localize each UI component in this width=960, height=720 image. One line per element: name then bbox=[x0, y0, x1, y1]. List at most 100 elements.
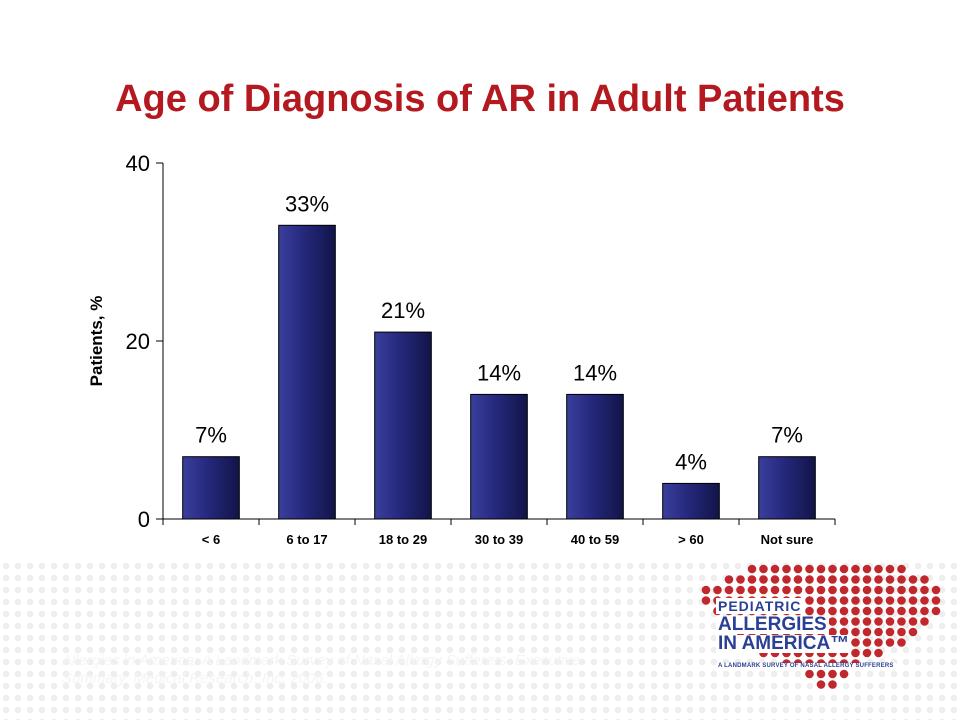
logo-dot-91 bbox=[908, 606, 918, 616]
bar-1 bbox=[278, 224, 336, 520]
bar-2 bbox=[374, 331, 432, 520]
logo-dot-33 bbox=[713, 585, 722, 595]
logo-dot-63 bbox=[816, 596, 826, 605]
logo-dot-26 bbox=[862, 575, 872, 584]
logo-dot-85 bbox=[839, 606, 849, 616]
logo-dot-126 bbox=[897, 627, 906, 637]
logo-dot-11 bbox=[874, 564, 883, 574]
logo-dot-108 bbox=[885, 617, 895, 626]
logo-dot-9 bbox=[851, 564, 860, 574]
x-tick-label-5: > 60 bbox=[678, 532, 704, 547]
x-tick-label-3: 30 to 39 bbox=[475, 532, 523, 547]
y-axis-label: Patients, % bbox=[87, 296, 106, 387]
x-tick-label-6: Not sure bbox=[761, 532, 814, 547]
logo-dot-121 bbox=[839, 627, 849, 637]
logo-dot-137 bbox=[851, 638, 860, 647]
logo-dot-70 bbox=[897, 596, 906, 605]
logo-dot-72 bbox=[920, 596, 929, 605]
logo-dot-152 bbox=[874, 648, 883, 658]
logo-dot-16 bbox=[747, 575, 757, 584]
logo-dot-13 bbox=[897, 564, 906, 574]
bar-6 bbox=[758, 456, 816, 520]
logo-dot-50 bbox=[908, 585, 918, 595]
slide-title: Age of Diagnosis of AR in Adult Patients bbox=[115, 78, 845, 120]
logo-dot-164 bbox=[816, 680, 826, 689]
logo-dot-51 bbox=[920, 585, 929, 595]
logo-dot-105 bbox=[851, 617, 860, 626]
logo-dot-14 bbox=[724, 575, 734, 584]
y-tick-label-2: 40 bbox=[126, 151, 150, 176]
logo-dot-103 bbox=[828, 617, 837, 626]
logo-dot-28 bbox=[885, 575, 895, 584]
data-label-5: 4% bbox=[675, 449, 707, 474]
logo-dot-151 bbox=[862, 648, 872, 658]
logo-dot-43 bbox=[828, 585, 837, 595]
logo-dot-20 bbox=[793, 575, 803, 584]
logo-dot-92 bbox=[920, 606, 929, 616]
data-label-6: 7% bbox=[771, 423, 803, 448]
logo-dot-109 bbox=[897, 617, 906, 626]
logo-dot-165 bbox=[828, 680, 837, 689]
logo-dot-21 bbox=[805, 575, 814, 584]
logo-dot-88 bbox=[874, 606, 883, 616]
logo-dot-34 bbox=[724, 585, 734, 595]
logo-dot-53 bbox=[701, 596, 711, 605]
logo-dot-35 bbox=[736, 585, 745, 595]
logo-dot-138 bbox=[862, 638, 872, 647]
logo-dot-163 bbox=[839, 669, 849, 679]
logo-dot-17 bbox=[759, 575, 768, 584]
logo-dot-47 bbox=[874, 585, 883, 595]
logo-dot-110 bbox=[908, 617, 918, 626]
logo-dot-39 bbox=[782, 585, 791, 595]
logo-dot-45 bbox=[851, 585, 860, 595]
logo-dot-141 bbox=[897, 638, 906, 647]
logo-dot-25 bbox=[851, 575, 860, 584]
bar-4 bbox=[566, 393, 624, 520]
logo-dot-93 bbox=[931, 606, 941, 616]
data-label-2: 21% bbox=[381, 298, 425, 323]
logo-dot-65 bbox=[839, 596, 849, 605]
logo-dot-37 bbox=[759, 585, 768, 595]
logo-dot-15 bbox=[736, 575, 745, 584]
logo-dot-52 bbox=[931, 585, 941, 595]
data-label-4: 14% bbox=[573, 360, 617, 385]
x-tick-label-0: < 6 bbox=[202, 532, 220, 547]
logo-dot-10 bbox=[862, 564, 872, 574]
logo-dot-73 bbox=[931, 596, 941, 605]
logo-dot-7 bbox=[828, 564, 837, 574]
source-footnote-line2: Summary. Medical Research. Inc. 2006. bbox=[62, 670, 328, 687]
logo-line-in-america: IN AMERICA™ bbox=[716, 633, 852, 654]
pediatric-allergies-logo: PEDIATRIC ALLERGIES IN AMERICA™ A LANDMA… bbox=[716, 598, 896, 672]
logo-dot-127 bbox=[908, 627, 918, 637]
logo-dot-106 bbox=[862, 617, 872, 626]
logo-dot-1 bbox=[759, 564, 768, 574]
logo-dot-125 bbox=[885, 627, 895, 637]
logo-dot-90 bbox=[897, 606, 906, 616]
logo-dot-140 bbox=[885, 638, 895, 647]
logo-dot-12 bbox=[885, 564, 895, 574]
logo-dot-104 bbox=[839, 617, 849, 626]
logo-dot-23 bbox=[828, 575, 837, 584]
logo-dot-4 bbox=[793, 564, 803, 574]
x-tick-label-4: 40 to 59 bbox=[571, 532, 619, 547]
logo-dot-162 bbox=[828, 669, 837, 679]
logo-dot-22 bbox=[816, 575, 826, 584]
logo-dot-83 bbox=[816, 606, 826, 616]
logo-dot-111 bbox=[920, 617, 929, 626]
logo-line-allergies: ALLERGIES bbox=[716, 614, 829, 635]
logo-dot-161 bbox=[816, 669, 826, 679]
logo-dot-5 bbox=[805, 564, 814, 574]
logo-dot-67 bbox=[862, 596, 872, 605]
bar-3 bbox=[470, 393, 528, 520]
logo-dot-87 bbox=[862, 606, 872, 616]
logo-dot-107 bbox=[874, 617, 883, 626]
x-tick-label-2: 18 to 29 bbox=[379, 532, 427, 547]
logo-dot-89 bbox=[885, 606, 895, 616]
logo-dot-139 bbox=[874, 638, 883, 647]
logo-dot-3 bbox=[782, 564, 791, 574]
logo-dot-123 bbox=[862, 627, 872, 637]
logo-dot-82 bbox=[805, 606, 814, 616]
logo-dot-38 bbox=[770, 585, 780, 595]
y-tick-label-1: 20 bbox=[126, 329, 150, 354]
logo-dot-120 bbox=[828, 627, 837, 637]
